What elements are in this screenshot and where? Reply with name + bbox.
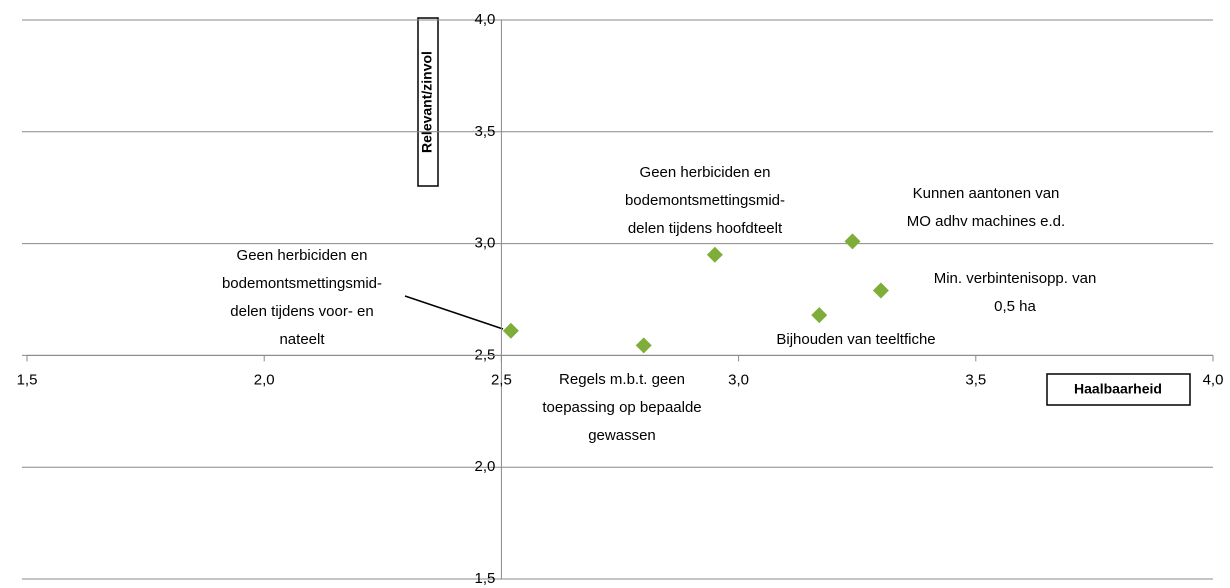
x-axis-label: Haalbaarheid — [1074, 381, 1162, 397]
x-tick-label: 1,5 — [17, 371, 38, 388]
point-label: Kunnen aantonen van — [913, 185, 1060, 202]
point-label: Geen herbiciden en — [640, 164, 771, 181]
point-label: delen tijdens voor- en — [230, 303, 373, 320]
y-tick-label: 2,0 — [475, 458, 496, 475]
point-label: nateelt — [279, 331, 325, 348]
point — [811, 307, 828, 324]
point — [502, 322, 519, 339]
point — [844, 233, 861, 250]
point-label: Bijhouden van teeltfiche — [776, 331, 935, 348]
point-label: 0,5 ha — [994, 298, 1036, 315]
y-label-box — [417, 17, 439, 187]
point-label: Min. verbintenisopp. van — [934, 270, 1097, 287]
x-tick-label: 2,5 — [491, 371, 512, 388]
y-axis-label: Relevant/zinvol — [419, 51, 435, 153]
y-tick-label: 3,0 — [475, 235, 496, 252]
y-tick-label: 1,5 — [475, 570, 496, 587]
point-label: delen tijdens hoofdteelt — [628, 220, 783, 237]
point-label: Geen herbiciden en — [237, 247, 368, 264]
point-label: bodemontsmettingsmid- — [222, 275, 382, 292]
point — [706, 246, 723, 263]
x-tick-label: 2,0 — [254, 371, 275, 388]
x-tick-label: 4,0 — [1203, 371, 1224, 388]
y-tick-label: 4,0 — [475, 11, 496, 28]
x-label-box — [1046, 373, 1191, 406]
leader-line — [404, 295, 504, 330]
point-label: Regels m.b.t. geen — [559, 371, 685, 388]
point-label: MO adhv machines e.d. — [907, 213, 1065, 230]
point-label: toepassing op bepaalde — [542, 399, 701, 416]
y-tick-label: 2,5 — [475, 346, 496, 363]
x-tick-label: 3,0 — [728, 371, 749, 388]
x-tick-label: 3,5 — [965, 371, 986, 388]
point — [872, 282, 889, 299]
y-tick-label: 3,5 — [475, 123, 496, 140]
point-label: gewassen — [588, 427, 656, 444]
point — [635, 337, 652, 354]
point-label: bodemontsmettingsmid- — [625, 192, 785, 209]
